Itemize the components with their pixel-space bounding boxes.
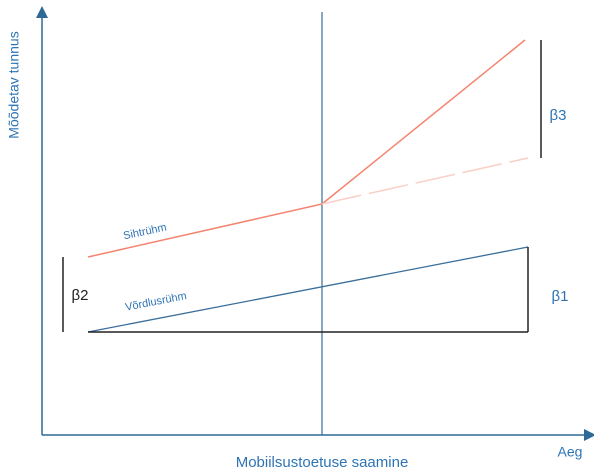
b3-label: β3 (550, 107, 567, 124)
target-label: Sihtrühm (122, 221, 168, 242)
intervention-label: Mobiilsustoetuse saamine (236, 454, 409, 471)
control-line (87, 246, 529, 333)
target-line-before (87, 203, 323, 258)
counterfactual-line (321, 157, 529, 205)
b2-label: β2 (72, 287, 89, 304)
y-axis-label: Mõõdetav tunnus (6, 31, 22, 138)
target-line-after (321, 39, 526, 205)
b1-label: β1 (552, 288, 569, 305)
x-axis-label: Aeg (558, 444, 583, 460)
control-label: Võrdlusrühm (124, 290, 188, 314)
